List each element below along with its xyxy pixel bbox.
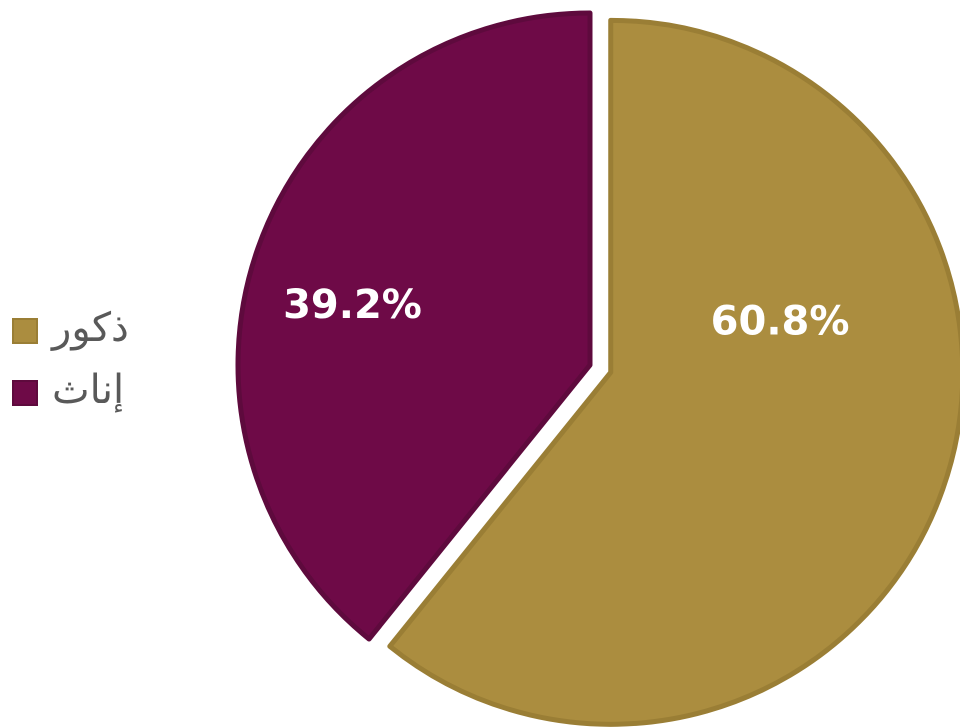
legend-swatch-females (12, 380, 38, 406)
pie-slice-females (235, 10, 593, 642)
pie-slice-label-males: 60.8% (711, 299, 850, 345)
pie-slice-males (387, 17, 960, 727)
legend-item-females: إناث (12, 367, 162, 434)
chart-legend: ذكور إناث (12, 305, 162, 434)
pie-slice-label-females: 39.2% (283, 282, 422, 328)
legend-label-males: ذكور (52, 305, 129, 351)
legend-item-males: ذكور (12, 305, 162, 372)
legend-swatch-males (12, 318, 38, 344)
legend-label-females: إناث (52, 367, 125, 413)
